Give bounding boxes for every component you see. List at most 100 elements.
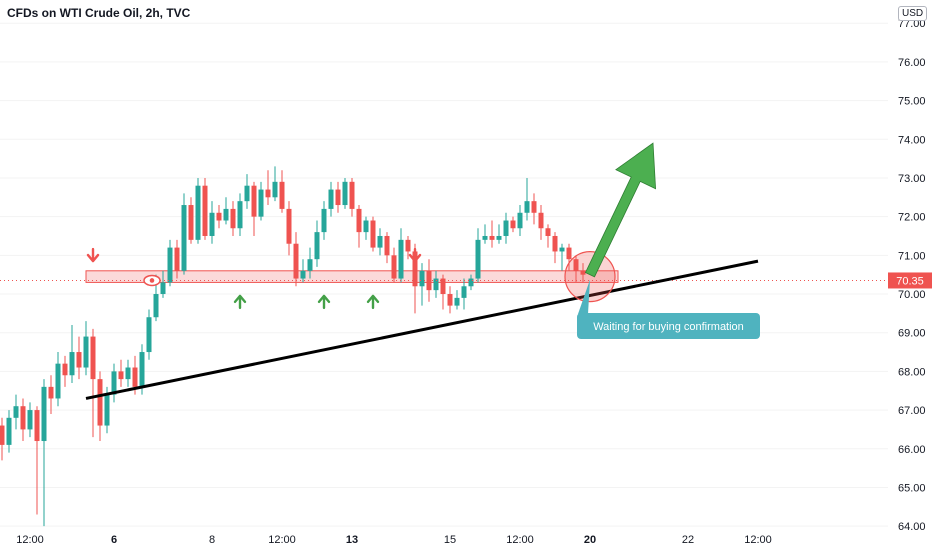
candle-body — [181, 205, 187, 271]
candle-body — [153, 294, 159, 318]
x-tick-label: 12:00 — [268, 534, 296, 546]
candle-body — [314, 232, 320, 260]
candle-body — [503, 220, 509, 236]
down-arrow-icon — [86, 247, 100, 263]
candle-body — [321, 208, 327, 233]
down-arrow-icon-shape — [86, 247, 100, 263]
candle-body — [580, 270, 586, 275]
candle-body — [132, 367, 138, 387]
x-tick-label: 8 — [209, 534, 215, 546]
candle-body — [370, 220, 376, 248]
candle-body — [48, 386, 54, 399]
candle-body — [265, 189, 271, 198]
candle-body — [447, 294, 453, 306]
y-tick-label: 71.00 — [898, 250, 926, 262]
candle-body — [167, 247, 173, 283]
candle-body — [538, 212, 544, 229]
candle-body — [517, 212, 523, 229]
eye-pupil — [149, 278, 155, 283]
y-tick-label: 77.00 — [898, 18, 926, 30]
candle-body — [62, 363, 68, 376]
candle-body — [230, 208, 236, 229]
candles — [0, 166, 586, 527]
candle-body — [440, 278, 446, 295]
candle-body — [363, 220, 369, 233]
candle-body — [398, 239, 404, 279]
candle-body — [83, 336, 89, 368]
candle-body — [468, 278, 474, 287]
trendline — [85, 259, 759, 400]
y-tick-label: 75.00 — [898, 96, 926, 108]
candle-body — [510, 220, 516, 229]
candle-body — [279, 181, 285, 209]
candle-body — [552, 235, 558, 252]
y-tick-label: 69.00 — [898, 328, 926, 340]
candle-body — [342, 181, 348, 206]
y-tick-label: 68.00 — [898, 366, 926, 378]
y-tick-label: 66.00 — [898, 444, 926, 456]
candle-body — [146, 317, 152, 353]
x-tick-label: 12:00 — [506, 534, 534, 546]
candle-body — [482, 235, 488, 240]
candle-body — [237, 201, 243, 229]
candle-body — [335, 189, 341, 206]
candle-body — [118, 371, 124, 380]
candle-body — [174, 247, 180, 271]
x-tick-label: 20 — [584, 534, 596, 546]
candle-body — [90, 336, 96, 380]
candle-body — [419, 270, 425, 287]
candle-body — [104, 394, 110, 426]
up-arrow-icon-shape — [366, 294, 380, 310]
y-tick-label: 73.00 — [898, 173, 926, 185]
callout-box[interactable] — [577, 313, 760, 339]
candle-body — [524, 201, 530, 213]
y-tick-label: 72.00 — [898, 212, 926, 224]
candle-body — [20, 406, 26, 430]
candle-body — [559, 247, 565, 252]
up-arrow-icon — [366, 294, 380, 310]
y-axis[interactable]: 64.00 65.00 66.00 67.00 68.00 69.00 70.00 71.00… — [888, 18, 932, 533]
candle-body — [76, 352, 82, 368]
callout-text: Waiting for buying confirmation — [593, 321, 744, 333]
candle-body — [272, 181, 278, 198]
y-tick-label: 65.00 — [898, 482, 926, 494]
x-tick-label: 15 — [444, 534, 456, 546]
candle-body — [223, 208, 229, 221]
candle-body — [349, 181, 355, 209]
candle-body — [545, 228, 551, 236]
candle-body — [307, 259, 313, 271]
y-tick-label: 67.00 — [898, 405, 926, 417]
current-price-tag[interactable] — [888, 272, 932, 289]
candle-body — [433, 278, 439, 291]
candle-body — [328, 189, 334, 209]
support-zone — [85, 270, 619, 283]
eye-icon — [143, 274, 161, 287]
y-tick-label: 76.00 — [898, 57, 926, 69]
x-tick-label: 6 — [111, 534, 117, 546]
candle-body — [573, 259, 579, 271]
candle-body — [69, 352, 75, 376]
candle-body — [356, 208, 362, 233]
candle-body — [293, 243, 299, 279]
candle-body — [188, 205, 194, 240]
candle-body — [461, 286, 467, 298]
candle-body — [300, 270, 306, 279]
down-arrow-icon — [408, 247, 422, 263]
y-tick-label: 74.00 — [898, 134, 926, 146]
candle-body — [244, 185, 250, 202]
y-tick-label: 70.00 — [898, 289, 926, 301]
candle-body — [97, 379, 103, 426]
candle-body — [111, 371, 117, 395]
candle-body — [160, 282, 166, 295]
callout-pointer — [578, 279, 590, 314]
candle-body — [34, 410, 40, 442]
candle-body — [139, 352, 145, 387]
x-axis[interactable]: 12:00 6 8 12:00 13 15 12:00 20 22 12:00 — [16, 534, 772, 546]
currency-button[interactable]: USD — [898, 6, 928, 21]
candle-body — [258, 189, 264, 217]
candle-body — [251, 185, 257, 217]
up-arrow-icon-shape — [317, 294, 331, 310]
candle-body — [6, 417, 12, 445]
candle-body — [41, 386, 47, 442]
